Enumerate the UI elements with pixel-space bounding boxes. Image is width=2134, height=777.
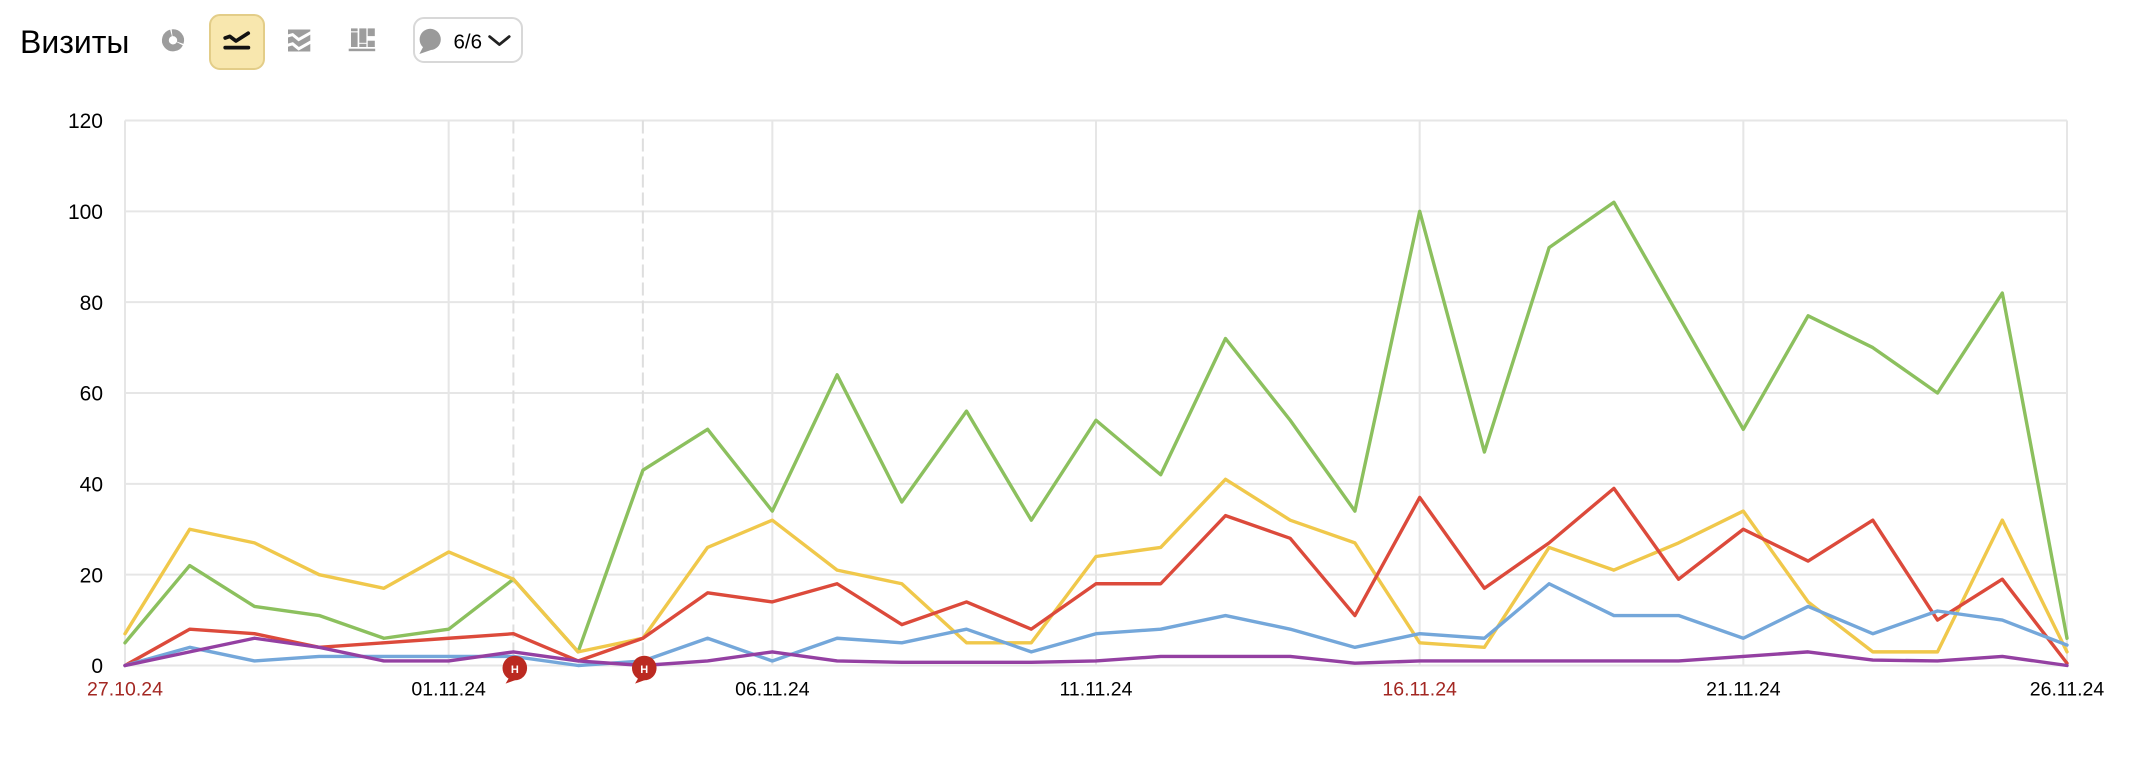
- svg-text:16.11.24: 16.11.24: [1382, 679, 1457, 701]
- svg-text:06.11.24: 06.11.24: [735, 679, 810, 701]
- svg-text:100: 100: [68, 201, 103, 224]
- svg-text:60: 60: [80, 383, 103, 406]
- svg-text:27.10.24: 27.10.24: [87, 679, 163, 701]
- svg-text:11.11.24: 11.11.24: [1059, 679, 1132, 701]
- svg-text:Н: Н: [511, 664, 519, 676]
- svg-text:20: 20: [80, 564, 103, 587]
- svg-text:Н: Н: [640, 664, 648, 676]
- svg-text:21.11.24: 21.11.24: [1706, 679, 1781, 701]
- svg-text:80: 80: [80, 292, 103, 315]
- svg-text:0: 0: [91, 655, 103, 678]
- svg-text:40: 40: [80, 474, 103, 497]
- svg-text:6/6: 6/6: [454, 30, 483, 53]
- svg-text:Визиты: Визиты: [20, 24, 129, 60]
- svg-text:120: 120: [68, 110, 103, 133]
- svg-text:01.11.24: 01.11.24: [411, 679, 486, 701]
- svg-text:26.11.24: 26.11.24: [2030, 679, 2105, 701]
